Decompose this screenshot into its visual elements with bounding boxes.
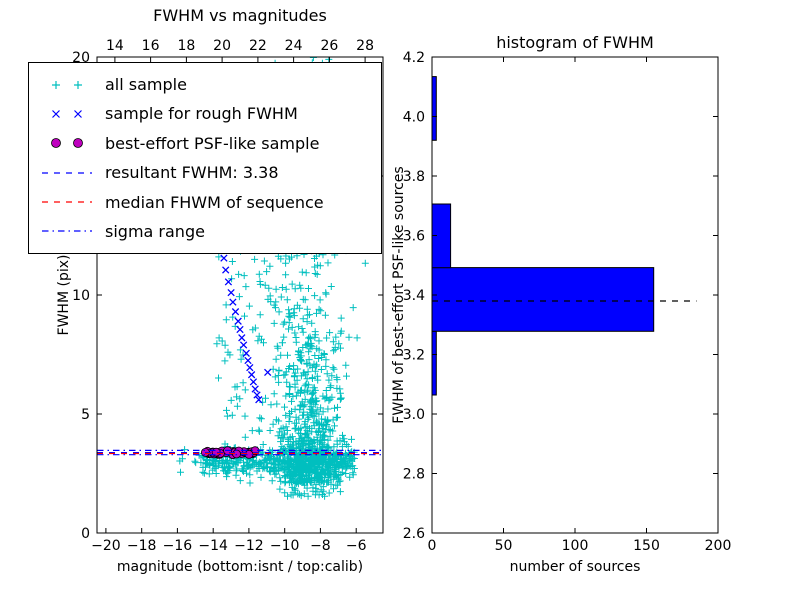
svg-text:3.2: 3.2 — [403, 348, 425, 364]
svg-text:−18: −18 — [127, 538, 157, 554]
svg-text:−10: −10 — [270, 538, 300, 554]
svg-text:10: 10 — [72, 288, 90, 304]
dashed-line-icon — [39, 164, 95, 182]
svg-text:200: 200 — [705, 538, 732, 554]
right-yaxis-label: FWHM of best-effort PSF-like sources — [391, 166, 407, 424]
svg-text:3.8: 3.8 — [403, 169, 425, 185]
x-marker-icon — [39, 105, 95, 123]
svg-text:3.6: 3.6 — [403, 229, 425, 245]
dashed-line-icon — [39, 193, 95, 211]
svg-text:4.2: 4.2 — [403, 50, 425, 66]
svg-text:3.4: 3.4 — [403, 288, 425, 304]
svg-text:2.8: 2.8 — [403, 467, 425, 483]
right-xaxis-label: number of sources — [509, 559, 641, 575]
legend-label-median-fwhm: median FHWM of sequence — [105, 192, 324, 212]
axis-ticks: −20−18−16−14−12−10−8−6051015201416182022… — [72, 38, 731, 554]
legend-label-rough-fwhm: sample for rough FWHM — [105, 104, 298, 124]
svg-text:4.0: 4.0 — [403, 110, 425, 126]
svg-text:−20: −20 — [91, 538, 121, 554]
svg-text:−16: −16 — [163, 538, 193, 554]
svg-text:22: 22 — [249, 38, 267, 54]
legend-label-all-sample: all sample — [105, 75, 187, 94]
legend-label-psf-sample: best-effort PSF-like sample — [105, 133, 320, 153]
svg-text:14: 14 — [106, 38, 124, 54]
svg-text:0: 0 — [81, 526, 90, 542]
legend-entry-resultant-fwhm: resultant FWHM: 3.38 — [39, 158, 377, 187]
legend-entry-sigma-range: sigma range — [39, 217, 377, 246]
svg-text:18: 18 — [177, 38, 195, 54]
svg-text:0: 0 — [428, 538, 437, 554]
legend-label-sigma-range: sigma range — [105, 221, 205, 241]
legend: all sample sample for rough FWHM best-ef… — [28, 62, 382, 254]
svg-text:28: 28 — [356, 38, 374, 54]
dashdot-line-icon — [39, 222, 95, 240]
right-chart-title: histogram of FWHM — [496, 33, 654, 52]
svg-text:20: 20 — [213, 38, 231, 54]
left-xaxis-label: magnitude (bottom:isnt / top:calib) — [116, 559, 364, 575]
left-yaxis-label: FWHM (pix) — [56, 254, 72, 336]
plus-marker-icon — [39, 76, 95, 94]
svg-text:2.6: 2.6 — [403, 526, 425, 542]
legend-label-resultant-fwhm: resultant FWHM: 3.38 — [105, 163, 279, 183]
svg-text:−14: −14 — [198, 538, 228, 554]
left-chart-title: FWHM vs magnitudes — [153, 6, 327, 25]
svg-text:100: 100 — [562, 538, 589, 554]
svg-text:3.0: 3.0 — [403, 407, 425, 423]
histogram-bars — [432, 76, 655, 396]
svg-text:5: 5 — [81, 407, 90, 423]
legend-entry-psf-sample: best-effort PSF-like sample — [39, 129, 377, 158]
svg-text:−8: −8 — [310, 538, 331, 554]
svg-text:150: 150 — [633, 538, 660, 554]
svg-text:−12: −12 — [234, 538, 264, 554]
svg-text:−6: −6 — [346, 538, 367, 554]
circle-marker-icon — [39, 134, 95, 152]
legend-entry-all-sample: all sample — [39, 70, 377, 99]
svg-text:50: 50 — [495, 538, 513, 554]
legend-entry-rough-fwhm: sample for rough FWHM — [39, 99, 377, 128]
legend-entry-median-fwhm: median FHWM of sequence — [39, 188, 377, 217]
svg-text:24: 24 — [285, 38, 303, 54]
svg-text:16: 16 — [142, 38, 160, 54]
svg-text:26: 26 — [320, 38, 338, 54]
